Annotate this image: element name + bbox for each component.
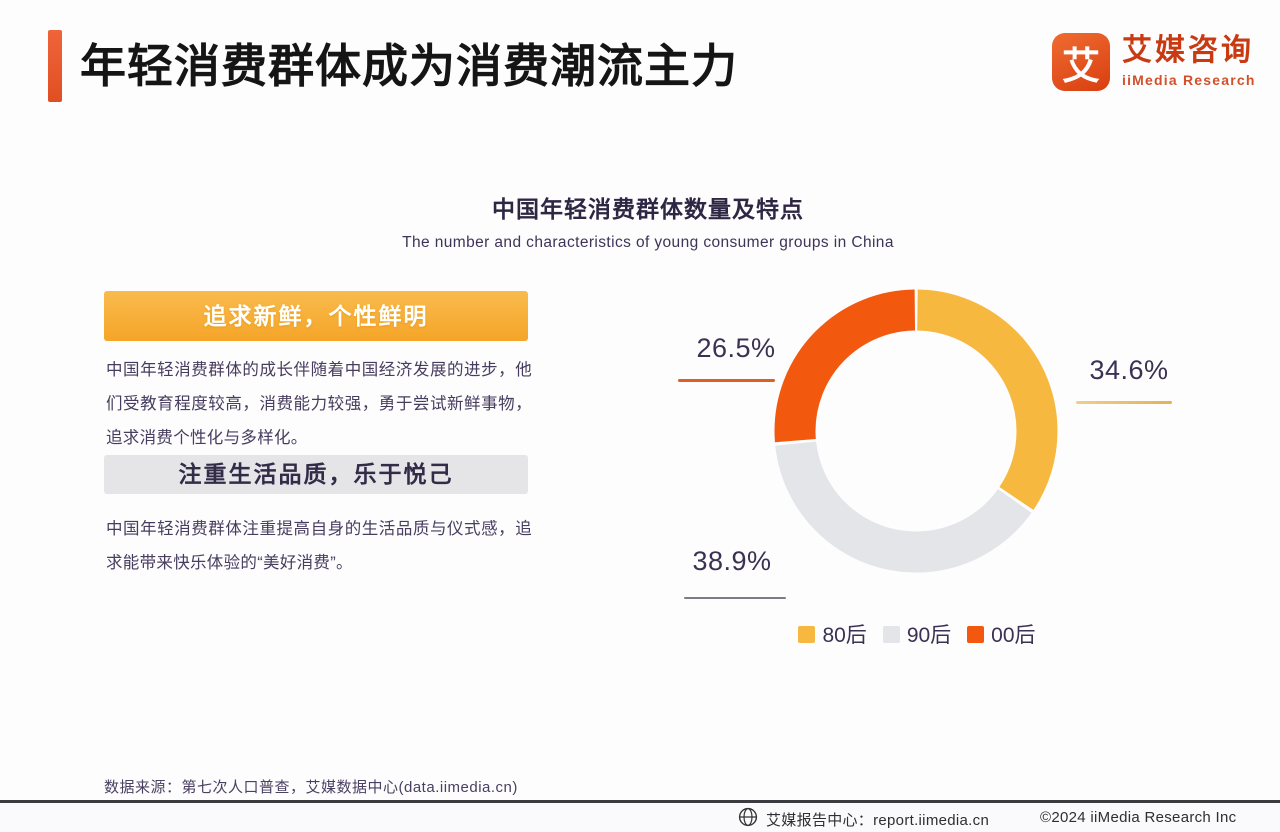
donut-chart xyxy=(774,289,1058,573)
value-label-00s: 26.5% xyxy=(696,333,776,363)
globe-icon xyxy=(738,807,758,827)
brand-name-cn: 艾媒咨询 xyxy=(1122,34,1254,67)
callout-line-80s xyxy=(1076,401,1172,404)
feature-panel: 追求新鲜，个性鲜明 中国年轻消费群体的成长伴随着中国经济发展的进步，他们受教育程… xyxy=(104,291,532,591)
chart-subtitle: The number and characteristics of young … xyxy=(402,234,894,251)
legend-label-00s: 00后 xyxy=(991,624,1036,647)
feature-heading-1: 追求新鲜，个性鲜明 xyxy=(104,291,528,341)
page-title: 年轻消费群体成为消费潮流主力 xyxy=(80,40,738,92)
feature-heading-2: 注重生活品质，乐于悦己 xyxy=(104,455,528,494)
brand-logo-icon: 艾 xyxy=(1052,33,1110,91)
footer-divider xyxy=(0,800,1280,803)
legend-swatch-90s xyxy=(882,625,900,643)
brand-logo-text: 艾媒咨询 iiMedia Research xyxy=(1122,33,1256,91)
callout-line-00s xyxy=(678,379,775,382)
value-label-90s: 38.9% xyxy=(692,546,772,576)
feature-body-1: 中国年轻消费群体的成长伴随着中国经济发展的进步，他们受教育程度较高，消费能力较强… xyxy=(106,361,532,447)
chart-title: 中国年轻消费群体数量及特点 xyxy=(492,196,804,222)
value-label-80s: 34.6% xyxy=(1089,355,1169,385)
legend-swatch-80s xyxy=(798,625,816,643)
brand-logo: 艾 艾媒咨询 iiMedia Research xyxy=(1052,33,1256,91)
chart-legend: 80后 90后 00后 xyxy=(775,619,1059,649)
legend-item-90s: 90后 xyxy=(882,619,952,649)
brand-logo-glyph: 艾 xyxy=(1061,45,1100,88)
legend-label-80s: 80后 xyxy=(822,624,867,647)
data-source-note: 数据来源：第七次人口普查，艾媒数据中心(data.iimedia.cn) xyxy=(104,779,518,796)
chart-heading: 中国年轻消费群体数量及特点 The number and characteris… xyxy=(0,190,1280,252)
title-accent-bar xyxy=(48,30,62,102)
legend-item-00s: 00后 xyxy=(967,619,1036,649)
feature-body-2: 中国年轻消费群体注重提高自身的生活品质与仪式感，追求能带来快乐体验的“美好消费”… xyxy=(106,520,532,572)
callout-line-90s xyxy=(684,597,786,599)
legend-item-80s: 80后 xyxy=(798,619,867,649)
brand-name-en: iiMedia Research xyxy=(1122,72,1256,88)
report-center-link[interactable]: 艾媒报告中心：report.iimedia.cn xyxy=(766,812,990,829)
footer-bar xyxy=(0,803,1280,832)
legend-label-90s: 90后 xyxy=(906,624,952,647)
legend-swatch-00s xyxy=(967,625,985,643)
copyright-text: ©2024 iiMedia Research Inc xyxy=(1040,809,1237,826)
